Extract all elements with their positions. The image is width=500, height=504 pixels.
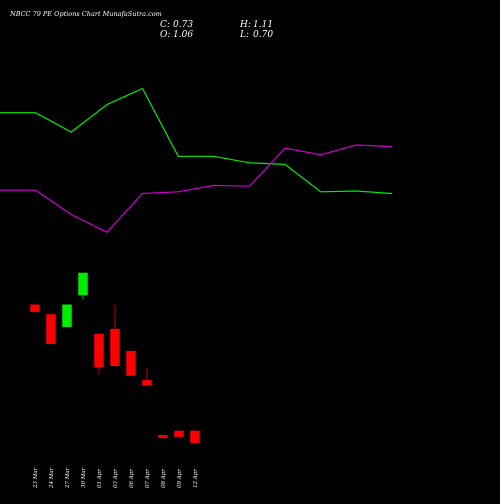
date-tick-label: 03 Apr xyxy=(113,469,119,488)
candle xyxy=(30,304,40,313)
indicator-line-1 xyxy=(0,87,393,195)
candle-body xyxy=(62,304,72,327)
candle xyxy=(158,435,168,439)
indicator-lines xyxy=(0,87,393,233)
candle-body xyxy=(142,380,152,386)
candle xyxy=(126,350,136,376)
chart-title: NBCC 79 PE Options Chart MunafaSutra.com xyxy=(9,10,162,18)
date-tick-label: 01 Apr xyxy=(97,469,103,488)
candle-body xyxy=(158,435,168,439)
candle-body xyxy=(174,430,184,437)
date-tick-label: 30 Mar xyxy=(81,467,87,488)
date-tick-label: 12 Apr xyxy=(193,469,199,488)
candle-body xyxy=(30,304,40,313)
candle xyxy=(62,304,72,327)
high-value: 1.11 xyxy=(253,20,273,30)
candle xyxy=(174,430,184,437)
candle xyxy=(78,272,88,300)
candle xyxy=(110,304,120,367)
candle xyxy=(46,314,56,345)
date-tick-label: 27 Mar xyxy=(65,467,71,489)
candle-body xyxy=(126,350,136,376)
x-axis-dates: 23 Mar 24 Mar 27 Mar 30 Mar 01 Apr 03 Apr 06 A… xyxy=(33,467,199,489)
open-label: O: xyxy=(160,30,170,40)
candle-body xyxy=(190,430,200,443)
indicator-line-2 xyxy=(0,144,393,233)
high-label: H: xyxy=(239,20,251,30)
candle xyxy=(190,430,200,443)
candle-body xyxy=(110,328,120,367)
candle xyxy=(142,368,152,386)
ohlc-readout: C: 0.73 H: 1.11 O: 1.06 L: 0.70 xyxy=(160,20,273,40)
candle-body xyxy=(94,333,104,368)
date-tick-label: 06 Apr xyxy=(129,469,135,488)
candles xyxy=(30,272,200,443)
open-value: 1.06 xyxy=(173,30,193,40)
date-tick-label: 23 Mar xyxy=(33,467,39,489)
low-value: 0.70 xyxy=(253,30,273,40)
candle xyxy=(94,333,104,375)
candle-body xyxy=(78,272,88,296)
low-label: L: xyxy=(239,30,249,40)
date-tick-label: 08 Apr xyxy=(161,469,167,488)
date-tick-label: 07 Apr xyxy=(145,469,151,488)
close-label: C: xyxy=(160,20,170,30)
close-value: 0.73 xyxy=(173,20,193,30)
date-tick-label: 24 Mar xyxy=(49,467,55,489)
candle-body xyxy=(46,314,56,345)
date-tick-label: 09 Apr xyxy=(177,469,183,488)
